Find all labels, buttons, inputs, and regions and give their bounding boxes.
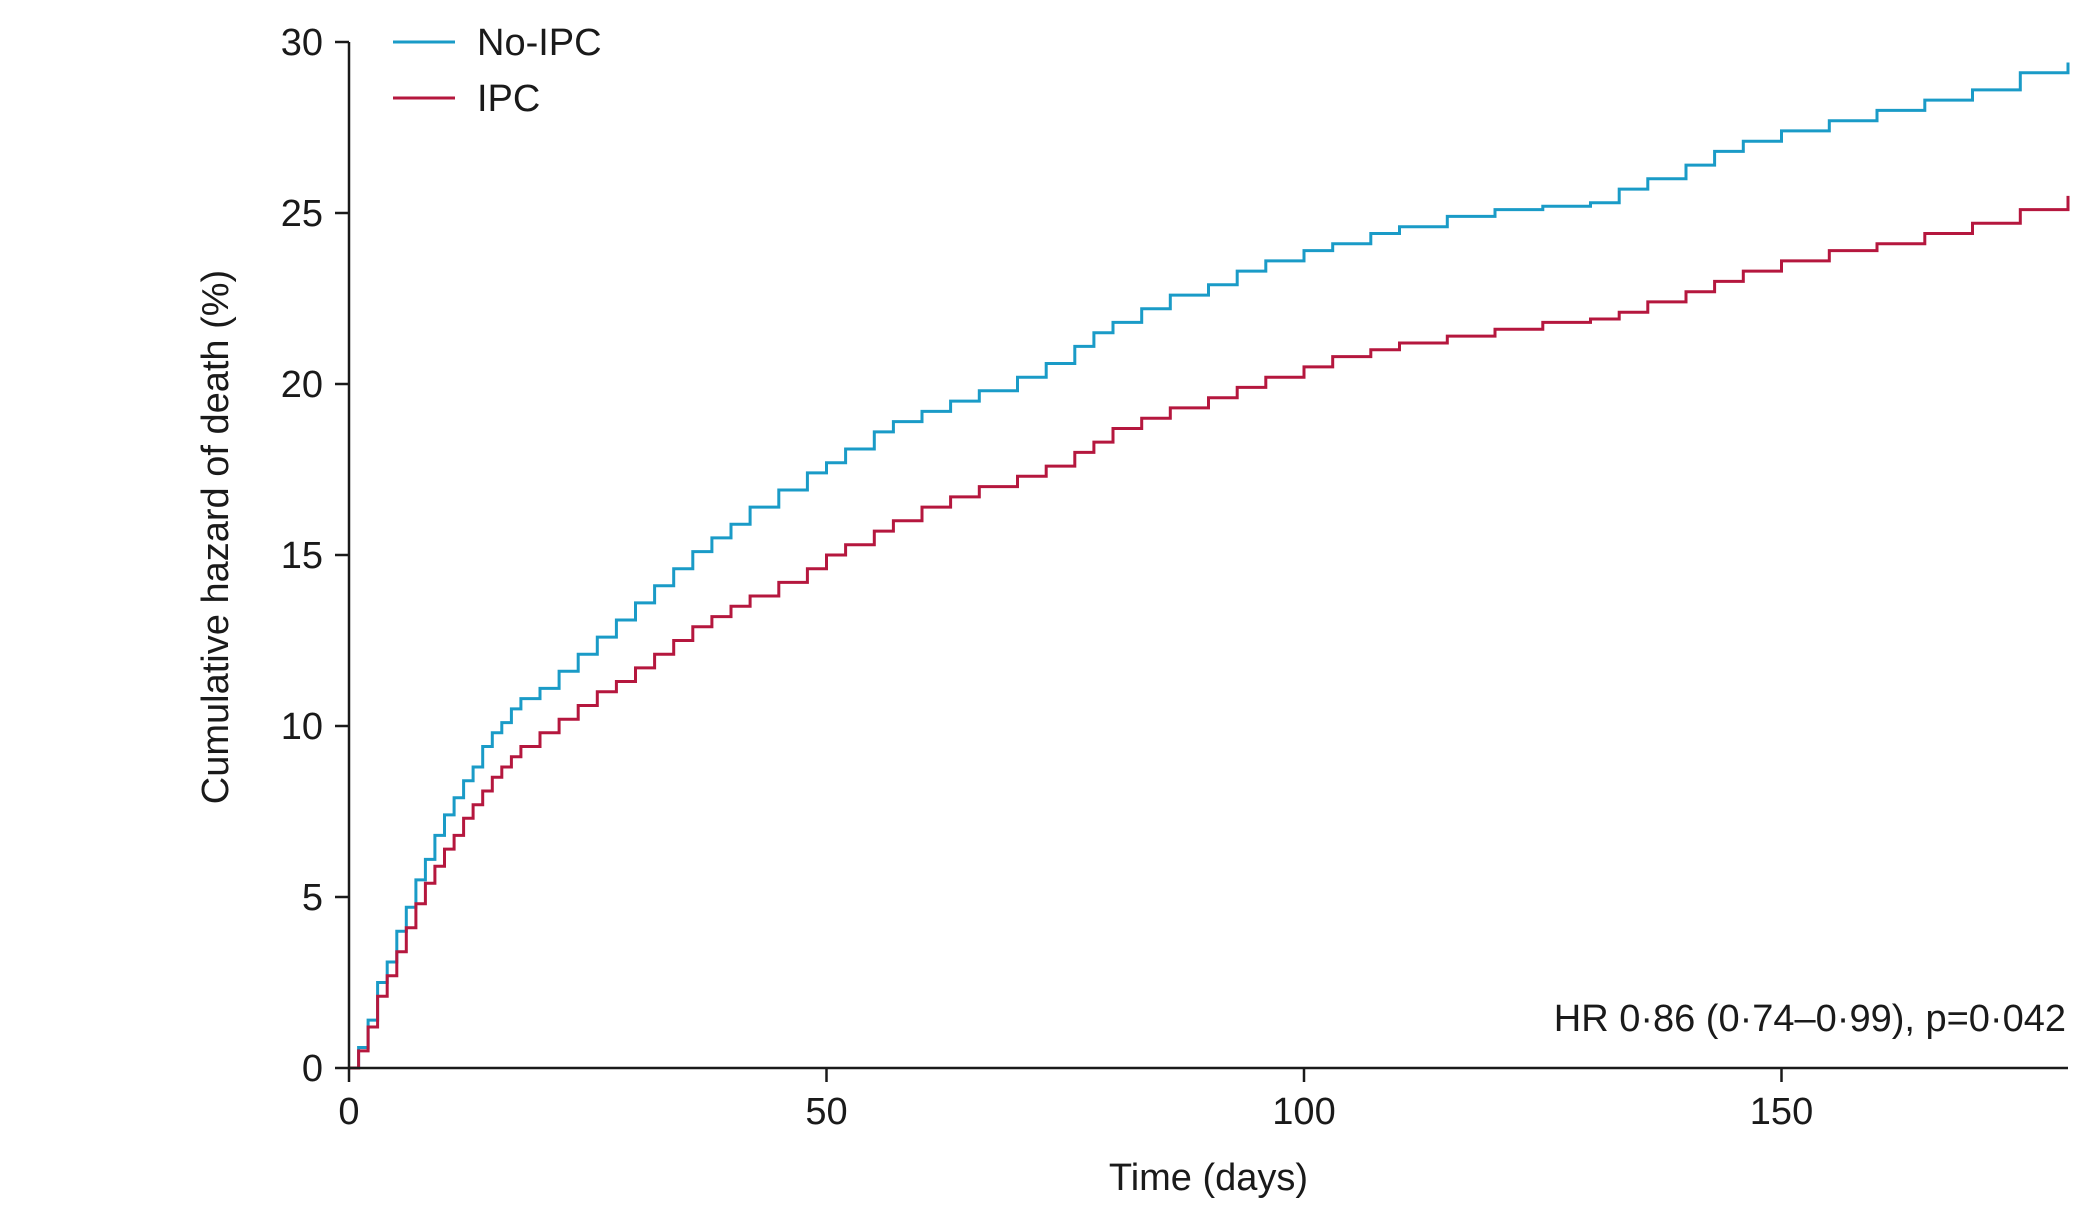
y-tick-label: 20 (281, 364, 323, 406)
y-ticks: 0 5 10 15 20 25 30 (281, 22, 349, 1090)
legend: No-IPC IPC (393, 22, 602, 120)
y-tick-label: 10 (281, 706, 323, 748)
x-axis-title: Time (days) (1109, 1157, 1308, 1199)
x-tick-label: 0 (338, 1091, 359, 1133)
y-axis-title: Cumulative hazard of death (%) (195, 270, 237, 804)
series-layer (349, 62, 2070, 1070)
legend-label: No-IPC (477, 22, 602, 64)
series-line-no-ipc (349, 62, 2070, 1070)
x-tick-label: 150 (1750, 1091, 1813, 1133)
x-tick-label: 100 (1272, 1091, 1335, 1133)
legend-label: IPC (477, 78, 540, 120)
y-tick-label: 15 (281, 535, 323, 577)
x-tick-label: 50 (805, 1091, 847, 1133)
y-tick-label: 25 (281, 193, 323, 235)
y-tick-label: 0 (302, 1048, 323, 1090)
series-line-ipc (349, 195, 2070, 1070)
hazard-ratio-annotation: HR 0·86 (0·74–0·99), p=0·042 (1554, 998, 2066, 1040)
y-tick-label: 30 (281, 22, 323, 64)
y-tick-label: 5 (302, 877, 323, 919)
x-ticks: 0 50 100 150 (338, 1068, 1813, 1133)
axes-layer: 0 50 100 150 0 5 10 15 20 25 30 (281, 22, 2068, 1133)
